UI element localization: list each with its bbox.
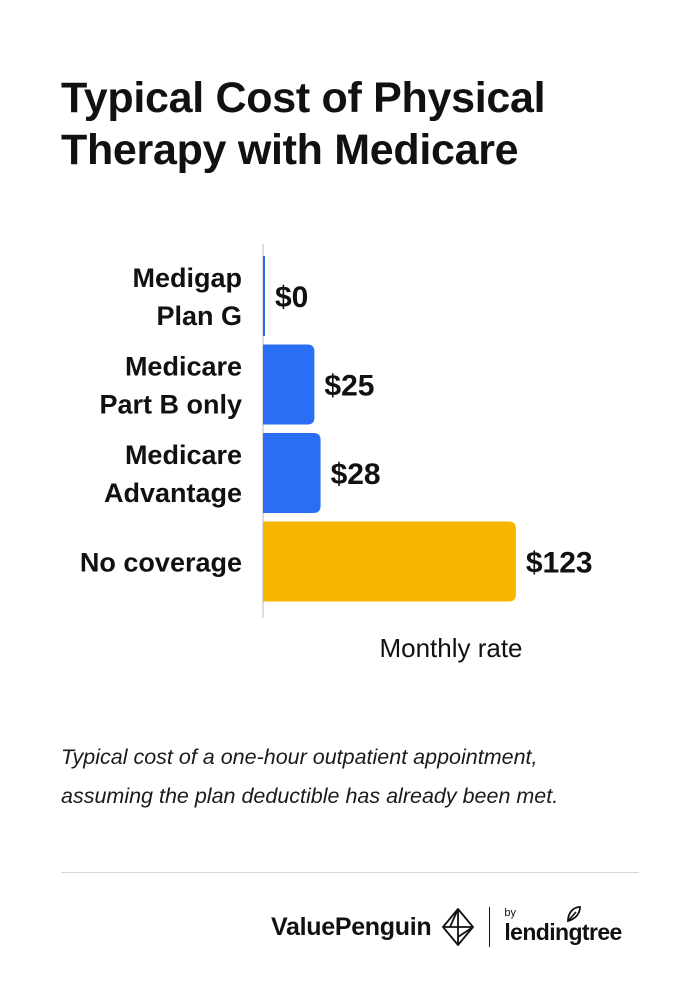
category-label-no-coverage: No coverage bbox=[80, 548, 242, 578]
category-label-medigap-plan-g: Medigap Plan G bbox=[132, 263, 242, 331]
bar-medicare-advantage bbox=[263, 433, 321, 513]
value-label-medicare-part-b-only: $25 bbox=[324, 370, 374, 403]
x-axis-title: Monthly rate bbox=[379, 633, 522, 663]
footnote-line-1: Typical cost of a one-hour outpatient ap… bbox=[61, 745, 538, 769]
lendingtree-logo: by lendingtree bbox=[504, 905, 624, 949]
bar-medigap-plan-g bbox=[263, 256, 265, 336]
value-label-medicare-advantage: $28 bbox=[331, 458, 381, 491]
value-label-medigap-plan-g: $0 bbox=[275, 281, 308, 314]
leaf-icon bbox=[567, 906, 582, 923]
value-label-no-coverage: $123 bbox=[526, 547, 593, 580]
footer-divider bbox=[61, 872, 639, 873]
category-label-medicare-advantage: Medicare Advantage bbox=[104, 440, 242, 508]
valuepenguin-logo-icon bbox=[442, 908, 475, 946]
valuepenguin-wordmark: ValuePenguin bbox=[271, 912, 432, 941]
bar-chart: $0 Medigap Plan G $25 Medicare Part B only $28… bbox=[80, 244, 593, 663]
lendingtree-by-text: by bbox=[504, 907, 516, 919]
footer-separator bbox=[489, 907, 491, 947]
chart-title: Typical Cost of Physical Therapy with Me… bbox=[61, 74, 546, 174]
footnote: Typical cost of a one-hour outpatient ap… bbox=[61, 738, 661, 816]
category-label-medicare-part-b-only: Medicare Part B only bbox=[99, 352, 242, 420]
bar-no-coverage bbox=[263, 521, 516, 602]
lendingtree-wordmark: lendingtree bbox=[504, 919, 622, 945]
footnote-line-2: assuming the plan deductible has already… bbox=[61, 784, 559, 808]
bar-medicare-part-b-only bbox=[263, 344, 315, 425]
footer-logos: ValuePenguin by lendingtree bbox=[271, 902, 624, 952]
